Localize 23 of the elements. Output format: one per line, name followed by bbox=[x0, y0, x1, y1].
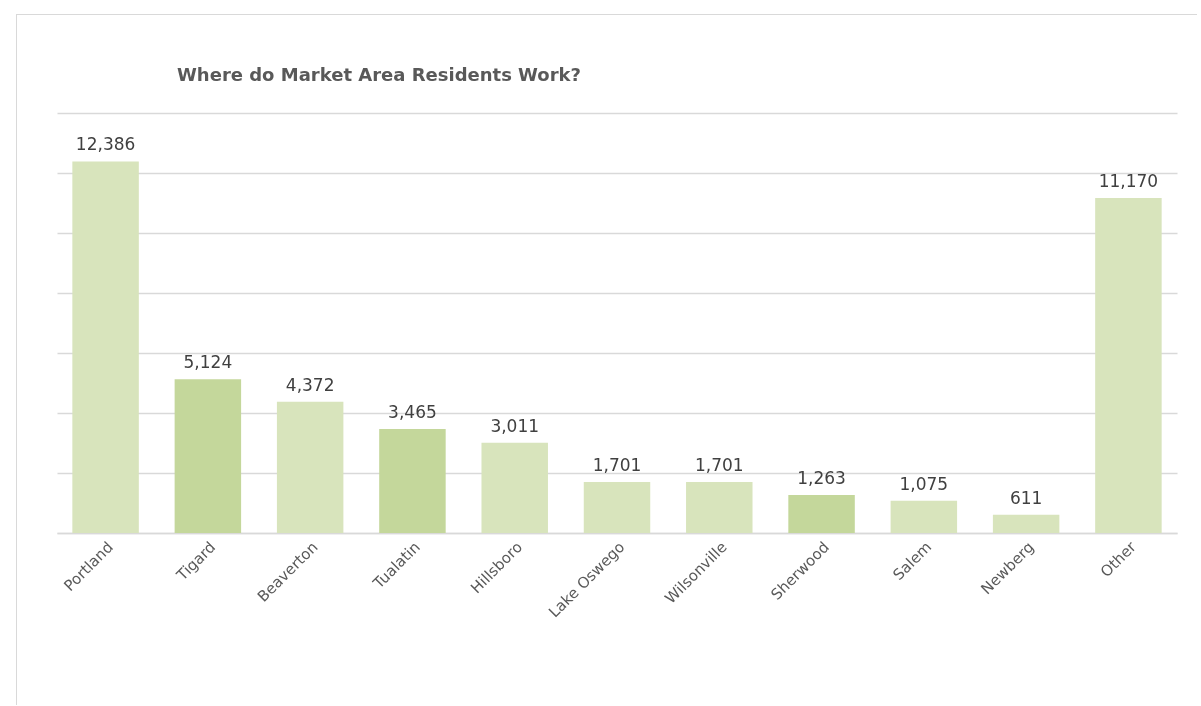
data-label: 1,701 bbox=[592, 454, 642, 475]
bar bbox=[174, 379, 242, 533]
bar bbox=[1095, 197, 1162, 533]
data-label: 1,701 bbox=[694, 454, 744, 475]
bar bbox=[686, 481, 753, 533]
data-label: 4,372 bbox=[285, 374, 335, 395]
bar bbox=[583, 481, 651, 533]
chart-title: Where do Market Area Residents Work? bbox=[177, 64, 581, 85]
data-label: 3,465 bbox=[388, 402, 437, 423]
bar bbox=[72, 161, 139, 533]
data-label: 12,386 bbox=[75, 134, 136, 155]
data-label: 3,011 bbox=[490, 415, 540, 436]
bar bbox=[890, 500, 958, 533]
data-label: 11,170 bbox=[1098, 170, 1159, 191]
bar bbox=[992, 514, 1060, 533]
bar bbox=[481, 442, 548, 533]
bar bbox=[788, 495, 855, 533]
data-label: 1,263 bbox=[797, 468, 846, 489]
bar bbox=[379, 429, 446, 533]
data-label: 1,075 bbox=[899, 473, 949, 494]
data-label: 5,124 bbox=[183, 352, 233, 373]
bar bbox=[276, 401, 344, 533]
data-label: 611 bbox=[1009, 487, 1043, 508]
